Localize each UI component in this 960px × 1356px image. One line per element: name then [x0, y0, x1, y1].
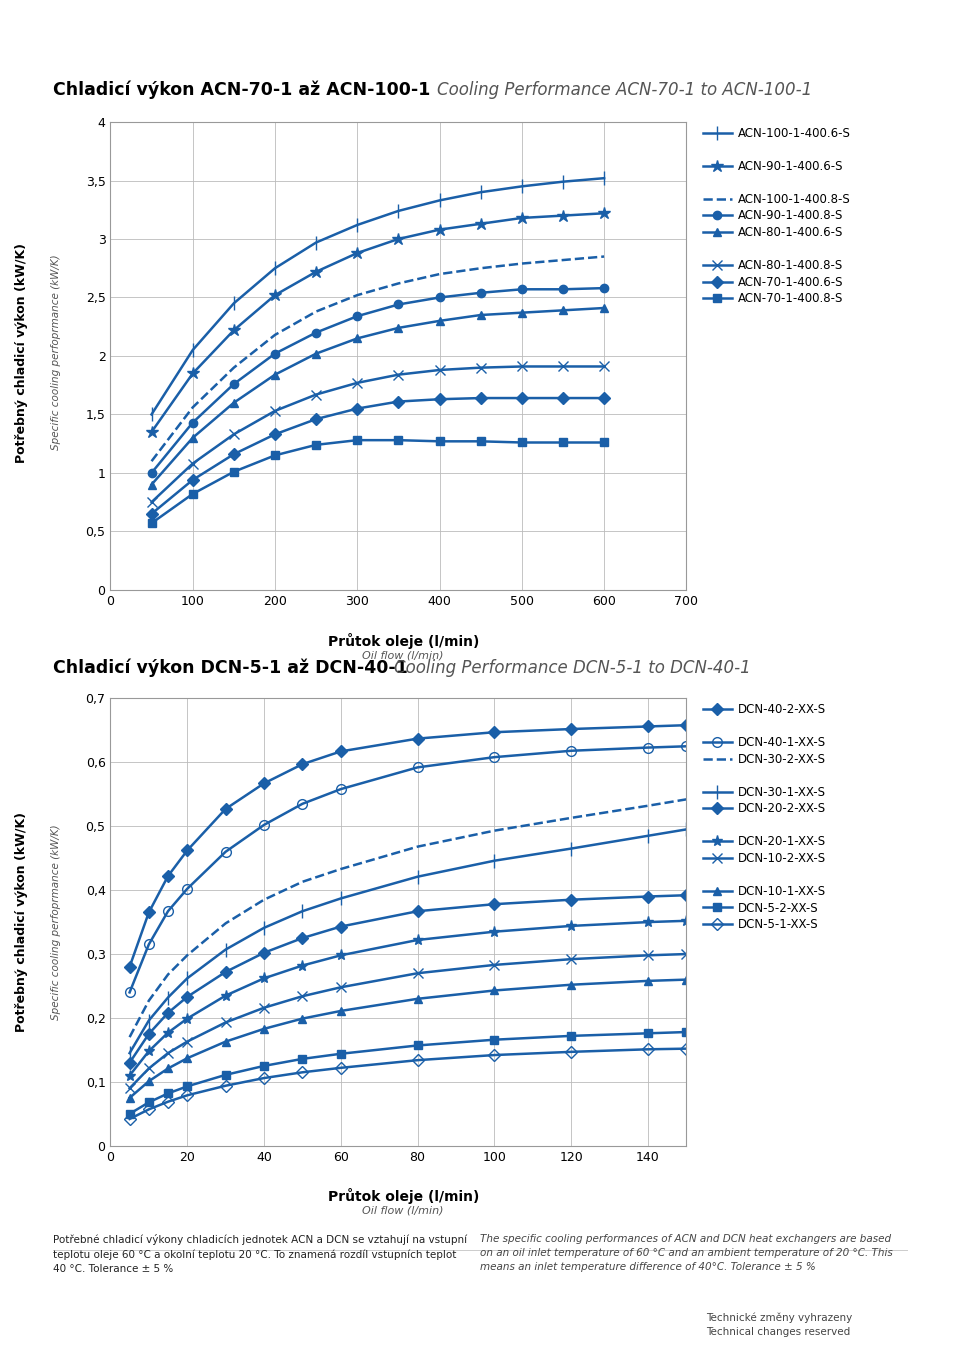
- Text: Oil flow (l/min): Oil flow (l/min): [363, 651, 444, 660]
- Text: 9: 9: [17, 30, 29, 47]
- Text: Potřebný chladicí výkon (kW/K): Potřebný chladicí výkon (kW/K): [14, 812, 28, 1032]
- Text: Potřebné chladicí výkony chladicích jednotek ACN a DCN se vztahují na vstupní
te: Potřebné chladicí výkony chladicích jedn…: [53, 1234, 467, 1273]
- Text: Cooling Performance ACN-70-1 to ACN-100-1: Cooling Performance ACN-70-1 to ACN-100-…: [437, 81, 812, 99]
- Text: Specific cooling perfoprmance (kW/K): Specific cooling perfoprmance (kW/K): [51, 255, 60, 450]
- Text: Průtok oleje (l/min): Průtok oleje (l/min): [327, 1188, 479, 1204]
- Text: Oil flow (l/min): Oil flow (l/min): [363, 1205, 444, 1215]
- Text: Chladicí výkon ACN-70-1 až ACN-100-1: Chladicí výkon ACN-70-1 až ACN-100-1: [53, 80, 430, 99]
- Text: Cooling Performance DCN-5-1 to DCN-40-1: Cooling Performance DCN-5-1 to DCN-40-1: [394, 659, 751, 677]
- Text: Technické změny vyhrazeny
Technical changes reserved: Technické změny vyhrazeny Technical chan…: [706, 1313, 852, 1337]
- Text: Chladicí výkon DCN-5-1 až DCN-40-1: Chladicí výkon DCN-5-1 až DCN-40-1: [53, 658, 408, 677]
- Text: Specific cooling perfoprmance (kW/K): Specific cooling perfoprmance (kW/K): [51, 824, 60, 1020]
- Text: Průtok oleje (l/min): Průtok oleje (l/min): [327, 633, 479, 650]
- Legend: DCN-40-2-XX-S, , DCN-40-1-XX-S, DCN-30-2-XX-S, , DCN-30-1-XX-S, DCN-20-2-XX-S, ,: DCN-40-2-XX-S, , DCN-40-1-XX-S, DCN-30-2…: [698, 698, 831, 936]
- Text: Potřebný chladicí výkon (kW/K): Potřebný chladicí výkon (kW/K): [14, 243, 28, 462]
- Text: The specific cooling performances of ACN and DCN heat exchangers are based
on an: The specific cooling performances of ACN…: [480, 1234, 893, 1272]
- Legend: ACN-100-1-400.6-S, , ACN-90-1-400.6-S, , ACN-100-1-400.8-S, ACN-90-1-400.8-S, AC: ACN-100-1-400.6-S, , ACN-90-1-400.6-S, ,…: [698, 122, 855, 311]
